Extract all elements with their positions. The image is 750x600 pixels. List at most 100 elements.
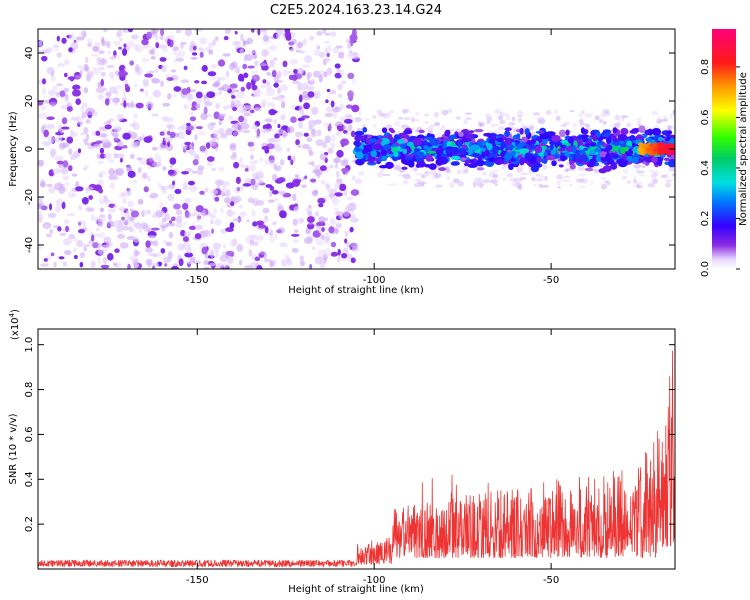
heatmap-cell bbox=[234, 65, 240, 74]
heatmap-cell bbox=[139, 88, 144, 92]
colorbar-tick-label: 0.2 bbox=[700, 211, 711, 227]
heatmap-cell bbox=[560, 139, 569, 144]
heatmap-cell bbox=[58, 256, 65, 260]
heatmap-cell bbox=[293, 205, 300, 213]
heatmap-cell bbox=[232, 40, 242, 47]
heatmap-cell bbox=[446, 141, 452, 148]
heatmap-cell bbox=[429, 138, 436, 145]
heatmap-cell bbox=[579, 118, 584, 121]
heatmap-cell bbox=[85, 133, 90, 141]
heatmap-cell bbox=[39, 181, 46, 188]
heatmap-cell bbox=[149, 49, 154, 55]
heatmap-cell bbox=[48, 186, 56, 194]
heatmap-cell bbox=[40, 126, 45, 134]
heatmap-cell bbox=[445, 148, 452, 155]
heatmap-cell bbox=[266, 102, 274, 106]
heatmap-cell bbox=[617, 119, 621, 125]
heatmap-cell bbox=[465, 133, 474, 140]
heatmap-cell bbox=[274, 133, 280, 139]
heatmap-cell bbox=[70, 129, 74, 138]
heatmap-cell bbox=[362, 127, 368, 133]
heatmap-cell bbox=[334, 183, 341, 190]
heatmap-cell bbox=[222, 244, 226, 249]
heatmap-cell bbox=[350, 189, 360, 196]
heatmap-cell bbox=[137, 166, 142, 174]
heatmap-cell bbox=[123, 100, 127, 109]
heatmap-cell bbox=[487, 116, 493, 121]
heatmap-cell bbox=[219, 133, 228, 139]
heatmap-cell bbox=[414, 172, 423, 176]
heatmap-cell bbox=[622, 168, 628, 173]
heatmap-cell bbox=[240, 86, 246, 92]
heatmap-cell bbox=[175, 57, 184, 62]
heatmap-cell bbox=[82, 167, 87, 171]
heatmap-cell bbox=[261, 145, 270, 150]
heatmap-cell bbox=[68, 148, 73, 155]
heatmap-cell bbox=[201, 64, 208, 72]
heatmap-cell bbox=[343, 118, 353, 124]
heatmap-cell bbox=[324, 135, 331, 144]
heatmap-cell bbox=[97, 215, 106, 223]
heatmap-cell bbox=[641, 165, 646, 168]
heatmap-cell bbox=[187, 96, 192, 103]
heatmap-cell bbox=[99, 207, 104, 212]
heatmap-cell bbox=[228, 256, 234, 264]
heatmap-cell bbox=[600, 183, 608, 190]
heatmap-cell bbox=[600, 176, 606, 180]
heatmap-cell bbox=[390, 183, 398, 186]
heatmap-cell bbox=[569, 183, 573, 187]
heatmap-cell bbox=[476, 167, 485, 171]
heatmap-cell bbox=[208, 139, 217, 146]
heatmap-cell bbox=[444, 129, 451, 137]
heatmap-cell bbox=[273, 119, 278, 125]
heatmap-cell bbox=[42, 87, 46, 95]
heatmap-cell bbox=[647, 183, 656, 188]
heatmap-cell bbox=[249, 109, 255, 114]
heatmap-cell bbox=[77, 229, 85, 234]
heatmap-cell bbox=[178, 258, 184, 267]
heatmap-cell bbox=[38, 159, 44, 167]
heatmap-cell bbox=[333, 207, 339, 212]
heatmap-cell bbox=[325, 99, 329, 104]
heatmap-cell bbox=[55, 206, 60, 214]
heatmap-cell bbox=[349, 226, 354, 233]
heatmap-cell bbox=[663, 157, 671, 162]
heatmap-cell bbox=[161, 224, 166, 232]
heatmap-cell bbox=[262, 79, 267, 84]
heatmap-cell bbox=[510, 158, 516, 162]
heatmap-cell bbox=[637, 158, 644, 163]
heatmap-cell bbox=[79, 261, 84, 268]
heatmap-cell bbox=[581, 154, 588, 162]
heatmap-cell bbox=[545, 109, 552, 116]
heatmap-cell bbox=[179, 214, 183, 222]
heatmap-cell bbox=[225, 189, 231, 197]
heatmap-cell bbox=[261, 49, 269, 57]
heatmap-cell bbox=[169, 157, 177, 165]
heatmap-cell bbox=[211, 167, 216, 172]
heatmap-cell bbox=[135, 64, 140, 73]
heatmap-cell bbox=[269, 185, 275, 191]
heatmap-cell bbox=[262, 124, 270, 130]
heatmap-cell bbox=[206, 156, 215, 162]
heatmap-cell bbox=[445, 169, 452, 174]
heatmap-cell bbox=[262, 128, 270, 134]
heatmap-cell bbox=[129, 132, 138, 139]
heatmap-cell bbox=[180, 229, 186, 237]
heatmap-cell bbox=[605, 180, 611, 186]
heatmap-cell bbox=[577, 166, 586, 172]
heatmap-cell bbox=[204, 187, 209, 193]
heatmap-cell bbox=[247, 197, 255, 204]
heatmap-cell bbox=[206, 162, 214, 167]
heatmap-cell bbox=[584, 143, 591, 148]
heatmap-cell bbox=[669, 134, 675, 139]
heatmap-cell bbox=[557, 186, 561, 189]
heatmap-cell bbox=[412, 119, 421, 122]
heatmap-cell bbox=[191, 170, 198, 174]
heatmap-cell bbox=[276, 129, 285, 135]
heatmap-cell bbox=[276, 70, 282, 79]
heatmap-cell bbox=[215, 102, 221, 109]
heatmap-cell bbox=[403, 179, 408, 186]
heatmap-cell bbox=[341, 252, 348, 259]
heatmap-cell bbox=[243, 105, 252, 110]
heatmap-cell bbox=[385, 124, 393, 129]
